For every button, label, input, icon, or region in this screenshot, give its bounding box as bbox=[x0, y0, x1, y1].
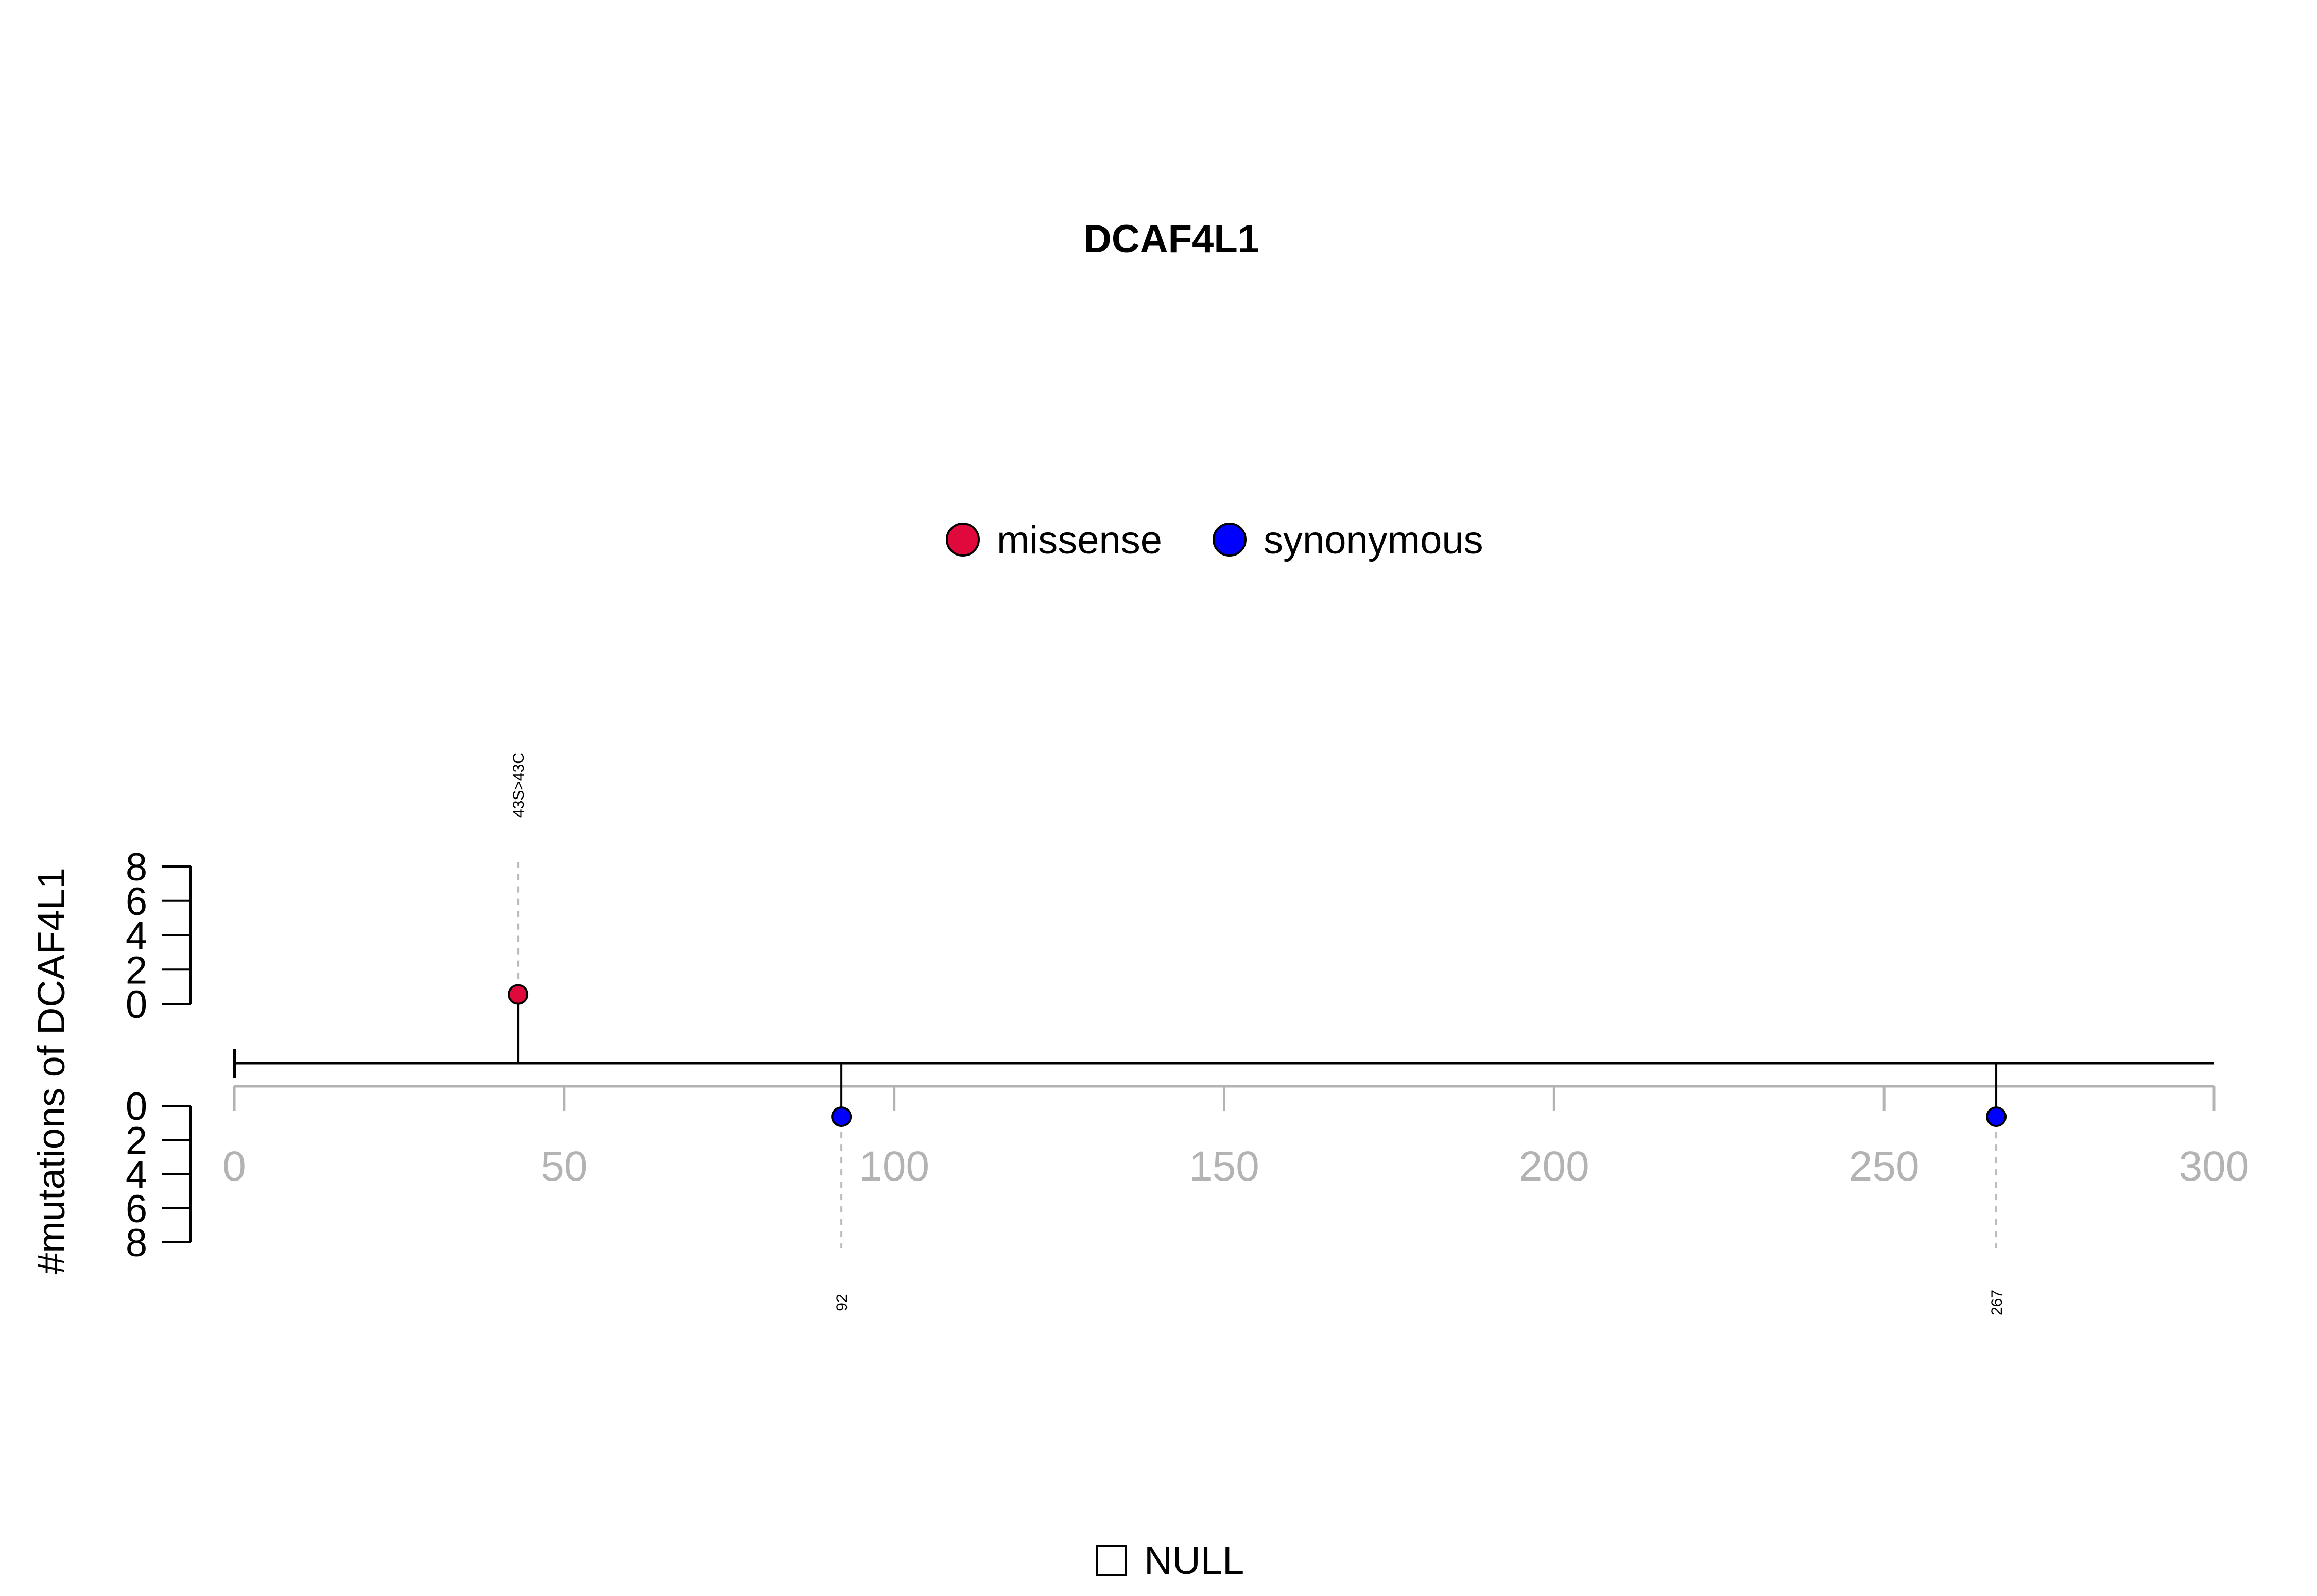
x-tick-label-300: 300 bbox=[2179, 1143, 2250, 1190]
legend-label-synonymous: synonymous bbox=[1264, 518, 1483, 562]
domain-legend-swatch bbox=[1096, 1545, 1127, 1576]
mutation-label-92: 92 bbox=[834, 1294, 851, 1311]
domain-legend-label: NULL bbox=[1144, 1539, 1244, 1583]
legend: missense synonymous bbox=[946, 518, 1483, 562]
mutation-label-267: 267 bbox=[1989, 1290, 2005, 1315]
domain-legend: NULL bbox=[1096, 1539, 1244, 1583]
legend-marker-missense bbox=[946, 523, 980, 557]
x-tick-label-250: 250 bbox=[1849, 1143, 1920, 1190]
y-tick-label-top-6: 6 bbox=[126, 880, 147, 924]
y-tick-label-top-4: 4 bbox=[126, 914, 147, 958]
legend-label-missense: missense bbox=[997, 518, 1162, 562]
x-tick-label-150: 150 bbox=[1189, 1143, 1259, 1190]
y-tick-label-top-8: 8 bbox=[126, 845, 147, 889]
y-tick-label-top-2: 2 bbox=[126, 948, 147, 992]
mutation-92: 92 bbox=[831, 1063, 852, 1311]
x-tick-label-50: 50 bbox=[541, 1143, 587, 1190]
mutation-point-267 bbox=[1986, 1106, 2007, 1127]
y-tick-label-bottom-4: 4 bbox=[126, 1153, 147, 1197]
y-tick-label-bottom-0: 0 bbox=[126, 1085, 147, 1129]
mutation-markers: 43S>43C 92 267 bbox=[508, 753, 2007, 1315]
y-tick-label-bottom-6: 6 bbox=[126, 1187, 147, 1231]
x-tick-label-200: 200 bbox=[1519, 1143, 1589, 1190]
mutation-point-92 bbox=[831, 1106, 852, 1127]
x-tick-label-100: 100 bbox=[859, 1143, 929, 1190]
mutation-point-43 bbox=[508, 984, 529, 1005]
y-axis-label: #mutations of DCAF4L1 bbox=[30, 868, 73, 1274]
y-tick-label-bottom-2: 2 bbox=[126, 1119, 147, 1163]
chart-title: DCAF4L1 bbox=[1083, 217, 1259, 261]
mutation-label-43: 43S>43C bbox=[510, 753, 527, 818]
x-axis: 0 50 100 150 200 250 300 bbox=[222, 1085, 2250, 1190]
y-tick-label-top-0: 0 bbox=[126, 983, 147, 1027]
legend-marker-synonymous bbox=[1213, 523, 1247, 557]
mutation-267: 267 bbox=[1986, 1063, 2007, 1315]
x-tick-label-0: 0 bbox=[222, 1143, 246, 1190]
protein-backbone bbox=[233, 1049, 2214, 1078]
mutation-43: 43S>43C bbox=[508, 753, 529, 1063]
y-tick-label-bottom-8: 8 bbox=[126, 1221, 147, 1265]
